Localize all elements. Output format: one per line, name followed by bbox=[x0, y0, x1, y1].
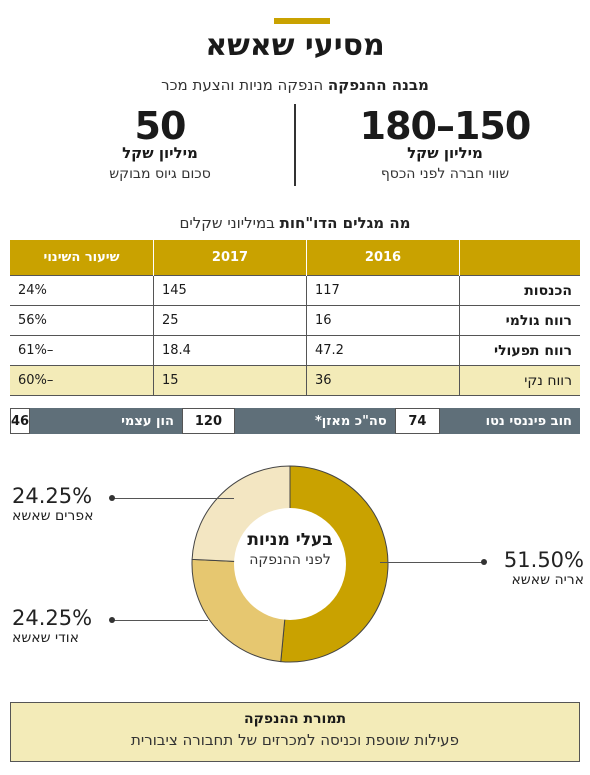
leader-dot bbox=[109, 495, 115, 501]
balance-value: 46 bbox=[9, 408, 31, 434]
balance-label: הון עצמי bbox=[30, 408, 182, 434]
page-title: מסיעי שאשא bbox=[205, 28, 385, 63]
section-title-rest: במיליוני שקלים bbox=[179, 214, 280, 232]
table-row: רווח תפעולי 47.2 18.4 –61% bbox=[10, 335, 580, 366]
stat-right: 180–150 מיליון שקל שווי חברה לפני הכסף bbox=[300, 104, 590, 182]
slice-label-efraim: 24.25% אפרים שאשא bbox=[12, 484, 112, 524]
stat-divider bbox=[294, 104, 296, 186]
table-row: רווח גולמי 16 25 56% bbox=[10, 305, 580, 336]
row-label: רווח נקי bbox=[459, 365, 580, 396]
shareholders-donut bbox=[191, 465, 389, 663]
table-row: הכנסות 117 145 24% bbox=[10, 275, 580, 306]
row-label: רווח תפעולי bbox=[459, 335, 580, 366]
leader-dot bbox=[481, 559, 487, 565]
cell-2016: 36 bbox=[306, 365, 460, 396]
leader-line bbox=[380, 562, 484, 563]
slice-pct: 24.25% bbox=[12, 606, 93, 630]
stat-right-unit: מיליון שקל bbox=[407, 144, 483, 162]
header-2016: 2016 bbox=[306, 240, 460, 276]
leader-dot bbox=[109, 617, 115, 623]
stat-left-value: 50 bbox=[134, 104, 187, 148]
cell-2017: 25 bbox=[153, 305, 307, 336]
slice-name: אריה שאשא bbox=[511, 572, 584, 588]
header-change: שיעור השינוי bbox=[10, 240, 154, 276]
cell-2017: 18.4 bbox=[153, 335, 307, 366]
cell-change: –61% bbox=[10, 335, 154, 366]
slice-label-udi: 24.25% אודי שאשא bbox=[12, 606, 112, 646]
balance-value: 120 bbox=[181, 408, 236, 434]
cell-2017: 145 bbox=[153, 275, 307, 306]
accent-bar bbox=[274, 18, 330, 24]
page-subtitle: מבנה ההנפקה הנפקה מניות והצעת מכר bbox=[0, 76, 590, 94]
slice-pct: 51.50% bbox=[503, 548, 584, 572]
cell-change: 56% bbox=[10, 305, 154, 336]
donut-hole bbox=[234, 508, 346, 620]
donut-subtitle: לפני ההנפקה bbox=[249, 552, 331, 568]
cell-change: –60% bbox=[10, 365, 154, 396]
stat-right-value: 180–150 bbox=[359, 104, 532, 148]
subtitle-rest: הנפקה מניות והצעת מכר bbox=[161, 76, 328, 94]
slice-pct: 24.25% bbox=[12, 484, 93, 508]
row-label: הכנסות bbox=[459, 275, 580, 306]
stat-right-desc: שווי חברה לפני הכסף bbox=[380, 166, 510, 182]
row-label: רווח גולמי bbox=[459, 305, 580, 336]
donut-title: בעלי מניות bbox=[247, 530, 333, 550]
donut-center-label: בעלי מניות לפני ההנפקה bbox=[230, 530, 350, 568]
cell-2016: 16 bbox=[306, 305, 460, 336]
table-row-highlight: רווח נקי 36 15 –60% bbox=[10, 365, 580, 396]
proceeds-title: תמורת ההנפקה bbox=[243, 711, 347, 727]
balance-label: חוב פיננסי נטו bbox=[440, 408, 580, 434]
slice-name: אפרים שאשא bbox=[12, 508, 94, 524]
slice-label-arie: 51.50% אריה שאשא bbox=[488, 548, 584, 588]
header-label bbox=[459, 240, 580, 276]
header-2017: 2017 bbox=[153, 240, 307, 276]
table-header-row: 2016 2017 שיעור השינוי bbox=[10, 240, 580, 276]
stat-left: 50 מיליון שקל סכום גיוס מבוקש bbox=[30, 104, 290, 182]
subtitle-bold: מבנה ההנפקה bbox=[327, 76, 429, 94]
section-title-bold: מה מגלים הדו"חות bbox=[279, 214, 411, 232]
slice-name: אודי שאשא bbox=[12, 630, 79, 646]
cell-2016: 117 bbox=[306, 275, 460, 306]
stat-left-unit: מיליון שקל bbox=[122, 144, 198, 162]
cell-2016: 47.2 bbox=[306, 335, 460, 366]
balance-strip: חוב פיננסי נטו 74 סה"כ מאזן* 120 הון עצמ… bbox=[9, 408, 580, 434]
stat-left-desc: סכום גיוס מבוקש bbox=[109, 166, 211, 182]
balance-label: סה"כ מאזן* bbox=[235, 408, 395, 434]
section-title: מה מגלים הדו"חות במיליוני שקלים bbox=[0, 214, 590, 232]
cell-2017: 15 bbox=[153, 365, 307, 396]
proceeds-box: תמורת ההנפקה פעילות שוטפת וכניסה למכרזים… bbox=[10, 702, 580, 762]
financials-table: 2016 2017 שיעור השינוי הכנסות 117 145 24… bbox=[10, 240, 580, 396]
leader-line bbox=[112, 620, 208, 621]
proceeds-text: פעילות שוטפת וכניסה למכרזים של תחבורה צי… bbox=[131, 731, 459, 749]
balance-value: 74 bbox=[394, 408, 441, 434]
cell-change: 24% bbox=[10, 275, 154, 306]
leader-line bbox=[112, 498, 234, 499]
